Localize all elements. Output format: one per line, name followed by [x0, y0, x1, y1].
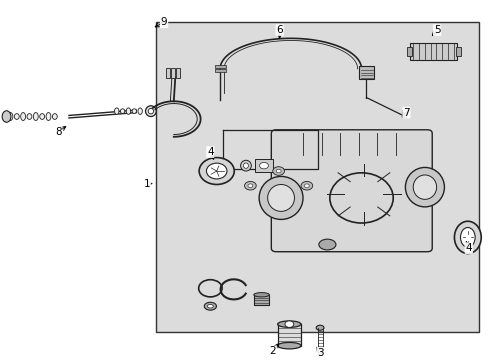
Bar — [455, 47, 460, 56]
Bar — [156, 22, 478, 332]
Bar — [407, 47, 411, 56]
Ellipse shape — [52, 114, 57, 120]
Ellipse shape — [267, 184, 294, 211]
Bar — [277, 324, 301, 346]
Ellipse shape — [277, 321, 301, 327]
Text: 5: 5 — [433, 25, 440, 35]
Ellipse shape — [132, 109, 136, 113]
Ellipse shape — [453, 221, 480, 253]
Circle shape — [304, 184, 309, 188]
Circle shape — [276, 169, 281, 173]
Ellipse shape — [138, 108, 142, 114]
Ellipse shape — [14, 114, 19, 120]
Text: 9: 9 — [161, 17, 167, 27]
Ellipse shape — [27, 114, 32, 120]
Text: 4: 4 — [206, 147, 213, 157]
Circle shape — [272, 167, 284, 175]
Ellipse shape — [199, 158, 234, 184]
Ellipse shape — [207, 305, 213, 308]
Ellipse shape — [253, 293, 269, 297]
Text: 2: 2 — [269, 346, 276, 356]
Circle shape — [244, 181, 256, 190]
Ellipse shape — [259, 162, 268, 169]
Ellipse shape — [33, 113, 38, 121]
Bar — [358, 66, 373, 79]
Ellipse shape — [460, 228, 474, 247]
FancyBboxPatch shape — [271, 130, 431, 252]
Ellipse shape — [145, 106, 156, 117]
Ellipse shape — [240, 160, 251, 171]
Circle shape — [301, 181, 312, 190]
Ellipse shape — [120, 109, 124, 113]
Ellipse shape — [316, 325, 324, 330]
Circle shape — [285, 321, 293, 327]
Ellipse shape — [318, 239, 335, 250]
Text: 8: 8 — [55, 127, 61, 136]
Ellipse shape — [412, 175, 436, 199]
Ellipse shape — [20, 113, 25, 121]
Ellipse shape — [277, 342, 301, 349]
Bar — [215, 65, 225, 68]
Ellipse shape — [206, 163, 226, 179]
Ellipse shape — [243, 163, 248, 168]
Ellipse shape — [46, 113, 51, 121]
Bar — [215, 69, 225, 72]
Ellipse shape — [405, 167, 444, 207]
Ellipse shape — [259, 176, 303, 220]
Text: 6: 6 — [276, 25, 283, 35]
Bar — [255, 159, 272, 172]
Bar — [171, 68, 175, 78]
Bar — [176, 68, 180, 78]
Bar — [409, 42, 456, 60]
Text: 7: 7 — [402, 108, 409, 118]
Ellipse shape — [148, 108, 153, 114]
Text: 4: 4 — [465, 243, 471, 253]
Ellipse shape — [2, 111, 11, 122]
Ellipse shape — [8, 113, 13, 121]
Ellipse shape — [126, 108, 130, 114]
Text: 1: 1 — [143, 179, 150, 189]
Ellipse shape — [204, 302, 216, 310]
Ellipse shape — [40, 114, 44, 120]
Bar — [253, 295, 269, 305]
Ellipse shape — [114, 108, 119, 114]
Bar — [166, 68, 170, 78]
Circle shape — [247, 184, 252, 188]
Text: 3: 3 — [317, 348, 323, 358]
